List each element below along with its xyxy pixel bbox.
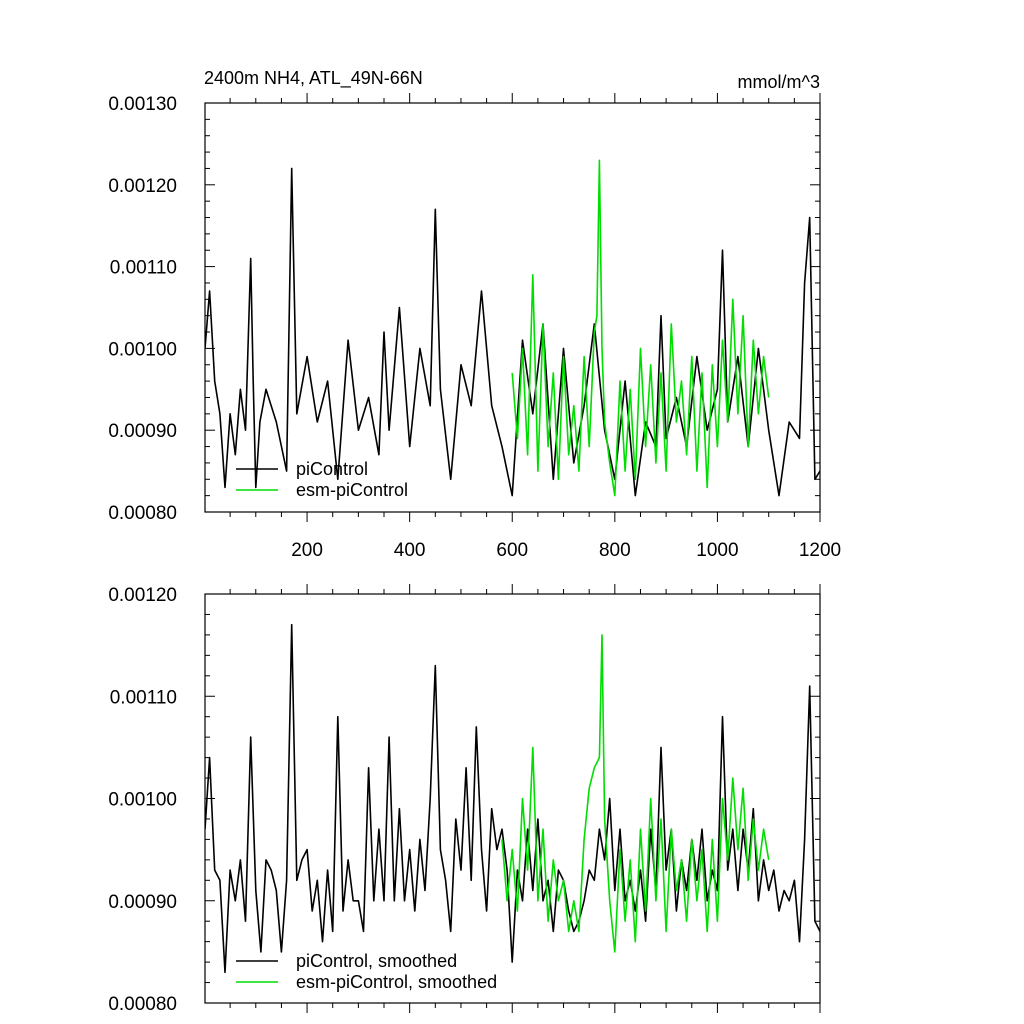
y-tick-label: 0.00110	[110, 687, 177, 708]
series-group	[205, 623, 820, 974]
y-tick-label: 0.00080	[108, 994, 177, 1015]
y-tick-label: 0.00120	[108, 176, 177, 197]
y-tick-label: 0.00090	[108, 421, 177, 442]
plot-title: 2400m NH4, ATL_49N-66N	[204, 68, 423, 89]
panel-top: 200 400 600 800 1000 1200 0.00080 0.00090 0.0010…	[108, 93, 841, 561]
x-tick-label: 1200	[799, 540, 841, 561]
y-tick-label: 0.00090	[108, 892, 177, 913]
legend-label: piControl	[296, 459, 368, 479]
y-tick-label: 0.00120	[108, 585, 177, 606]
series-group	[205, 159, 820, 497]
panel-bottom: 0.00080 0.00090 0.00100 0.00110 0.00120 piCon…	[108, 584, 821, 1015]
x-tick-label: 600	[496, 540, 528, 561]
legend-label: piControl, smoothed	[296, 951, 457, 971]
x-tick-label: 800	[599, 540, 631, 561]
series-line-esm-picontrol	[511, 159, 770, 497]
y-tick-label: 0.00110	[110, 258, 177, 279]
y-tick-label: 0.00100	[108, 790, 177, 811]
y-tick-label: 0.00100	[108, 339, 177, 360]
x-tick-label: 400	[394, 540, 426, 561]
y-tick-label: 0.00130	[108, 94, 177, 115]
plot-units: mmol/m^3	[738, 72, 820, 92]
series-line-esm-picontrol-smoothed	[501, 634, 770, 953]
legend-label: esm-piControl, smoothed	[296, 972, 497, 992]
series-line-picontrol	[205, 167, 820, 497]
legend-label: esm-piControl	[296, 480, 408, 500]
x-tick-label: 200	[291, 540, 323, 561]
y-tick-label: 0.00080	[108, 503, 177, 524]
series-line-picontrol-smoothed	[205, 623, 820, 974]
x-tick-label: 1000	[696, 540, 738, 561]
